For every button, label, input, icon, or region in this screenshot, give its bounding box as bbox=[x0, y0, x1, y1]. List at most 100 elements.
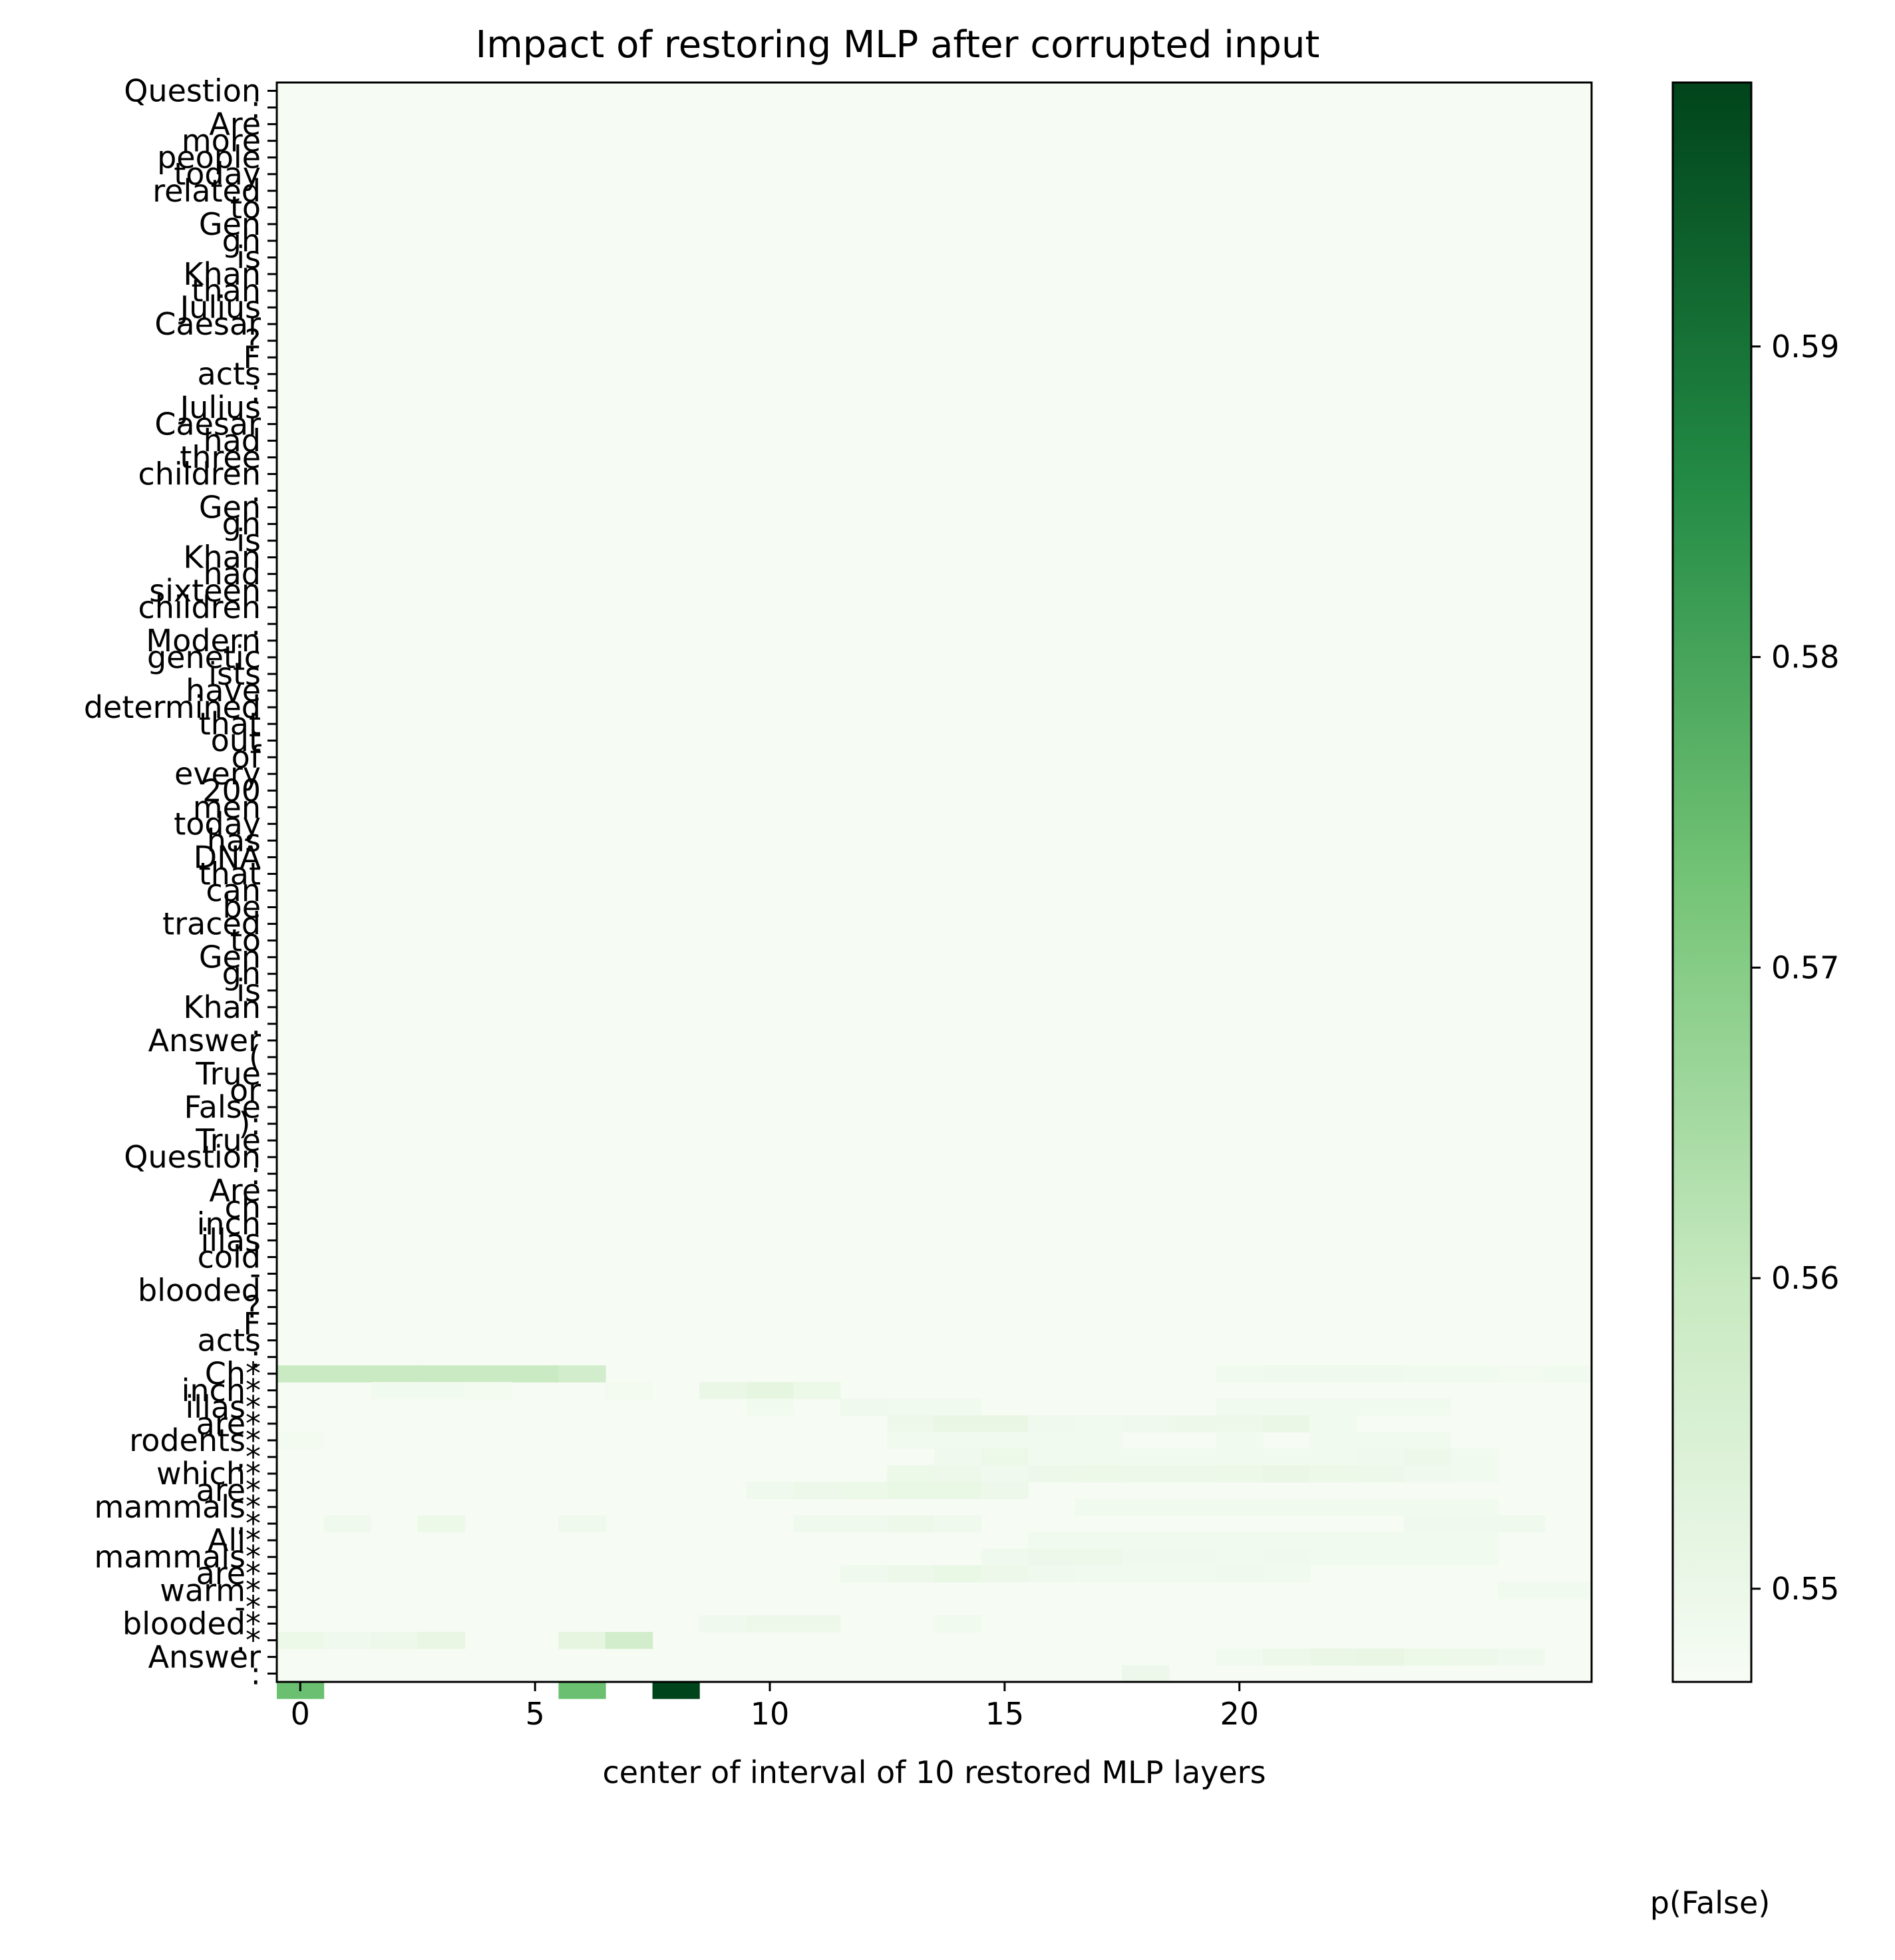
heatmap-cell bbox=[1309, 1365, 1357, 1383]
heatmap-cell bbox=[1357, 1448, 1405, 1466]
heatmap-cell bbox=[371, 1631, 419, 1649]
colorbar-tick-label: 0.55 bbox=[1771, 1571, 1839, 1607]
heatmap-cell bbox=[934, 1415, 982, 1432]
y-tick-label: Gen bbox=[199, 939, 261, 975]
y-tick-label: : bbox=[251, 1339, 261, 1375]
heatmap-cell bbox=[1122, 1665, 1170, 1683]
y-tick-label: - bbox=[250, 1255, 261, 1291]
heatmap-cell bbox=[1216, 1448, 1264, 1466]
y-tick-label: people bbox=[157, 140, 261, 176]
heatmap-cell bbox=[699, 1615, 747, 1633]
colorbar-label: p(False) bbox=[1650, 1885, 1771, 1921]
heatmap-cell bbox=[1075, 1432, 1122, 1450]
y-tick-label: cold bbox=[198, 1239, 261, 1275]
y-tick-label: Answer bbox=[148, 1023, 261, 1059]
y-tick-label: today bbox=[174, 806, 261, 842]
heatmap-cell bbox=[1451, 1515, 1498, 1533]
y-tick-label: Answer bbox=[148, 1639, 261, 1675]
heatmap-cell bbox=[1168, 1415, 1217, 1432]
heatmap-cell bbox=[605, 1631, 653, 1649]
y-tick-label: F bbox=[244, 339, 261, 375]
y-tick-label: Julius bbox=[178, 389, 261, 425]
heatmap-cell bbox=[1122, 1415, 1170, 1432]
heatmap-cell bbox=[746, 1482, 794, 1500]
y-tick-label: Caesar bbox=[154, 406, 261, 442]
heatmap-cell bbox=[1263, 1565, 1311, 1583]
heatmap-cell bbox=[1309, 1498, 1357, 1516]
heatmap-cell bbox=[1216, 1532, 1264, 1550]
heatmap-cell bbox=[840, 1565, 888, 1583]
heatmap-cell bbox=[1357, 1498, 1405, 1516]
heatmap-cell bbox=[934, 1398, 982, 1416]
heatmap-cell bbox=[793, 1382, 841, 1399]
y-tick-label: ists bbox=[208, 656, 261, 692]
heatmap-cell bbox=[1357, 1532, 1405, 1550]
heatmap-cell bbox=[793, 1615, 841, 1633]
y-tick-label: All* bbox=[208, 1522, 261, 1558]
heatmap-cell bbox=[981, 1482, 1029, 1500]
heatmap-cell bbox=[1309, 1465, 1357, 1483]
heatmap-cell bbox=[746, 1615, 794, 1633]
y-axis: Question:AremorepeopletodayrelatedtoGeng… bbox=[84, 73, 277, 1691]
heatmap-cell bbox=[1216, 1398, 1264, 1416]
y-tick-label: men bbox=[193, 789, 261, 825]
y-tick-label: 200 bbox=[202, 772, 261, 808]
heatmap-cell bbox=[1122, 1465, 1170, 1483]
heatmap-cell bbox=[981, 1548, 1029, 1566]
heatmap-cell bbox=[464, 1382, 512, 1399]
heatmap-cell bbox=[652, 1682, 700, 1699]
y-tick-label: is bbox=[236, 973, 261, 1009]
heatmap-cell bbox=[1168, 1498, 1217, 1516]
y-tick-label: mammals* bbox=[94, 1489, 261, 1525]
heatmap-cell bbox=[417, 1382, 465, 1399]
heatmap-cell bbox=[1122, 1548, 1170, 1566]
heatmap-cell bbox=[934, 1482, 982, 1500]
heatmap-cell bbox=[1028, 1548, 1076, 1566]
heatmap-cell bbox=[793, 1515, 841, 1533]
heatmap-cell bbox=[1028, 1465, 1076, 1483]
heatmap-cell bbox=[417, 1631, 465, 1649]
y-tick-label: Question bbox=[124, 1139, 261, 1175]
y-tick-label: blooded bbox=[138, 1273, 261, 1309]
heatmap-cell bbox=[1075, 1448, 1122, 1466]
heatmap-cell bbox=[1216, 1565, 1264, 1583]
heatmap-cell bbox=[887, 1482, 935, 1500]
y-tick-label: F bbox=[244, 1306, 261, 1342]
heatmap-cell bbox=[1403, 1515, 1451, 1533]
y-tick-label: related bbox=[152, 173, 261, 209]
y-tick-label: : bbox=[251, 90, 261, 126]
heatmap-cell bbox=[1216, 1548, 1264, 1566]
y-tick-label: out bbox=[211, 723, 261, 758]
y-tick-label: children bbox=[138, 456, 261, 492]
heatmap-cell bbox=[1451, 1498, 1498, 1516]
heatmap-cell bbox=[981, 1432, 1029, 1450]
heatmap-cell bbox=[417, 1515, 465, 1533]
heatmap-cell bbox=[1075, 1532, 1122, 1550]
heatmap-cell bbox=[558, 1365, 606, 1383]
heatmap-cell bbox=[887, 1398, 935, 1416]
heatmap-cell bbox=[1075, 1498, 1122, 1516]
y-tick-label: ,* bbox=[236, 1439, 261, 1475]
heatmap-cell bbox=[1216, 1648, 1264, 1666]
y-tick-label: inch* bbox=[182, 1373, 261, 1408]
heatmap-cell bbox=[1028, 1432, 1076, 1450]
y-tick-label: False bbox=[184, 1089, 261, 1125]
heatmap-cell bbox=[1075, 1415, 1122, 1432]
y-tick-label: . bbox=[251, 1006, 261, 1042]
y-tick-label: illas bbox=[201, 1222, 261, 1258]
y-tick-label: had bbox=[203, 556, 261, 592]
heatmap-cell bbox=[1403, 1465, 1451, 1483]
heatmap-cell bbox=[887, 1415, 935, 1432]
y-tick-label: three bbox=[180, 439, 261, 475]
chart-title: Impact of restoring MLP after corrupted … bbox=[476, 23, 1320, 67]
heatmap-cell bbox=[1309, 1548, 1357, 1566]
colorbar-tick-label: 0.56 bbox=[1771, 1260, 1839, 1296]
y-tick-label: Ch* bbox=[205, 1356, 261, 1392]
heatmap-cell bbox=[1309, 1532, 1357, 1550]
y-tick-label: acts bbox=[198, 356, 261, 392]
heatmap-cell bbox=[558, 1631, 606, 1649]
y-tick-label: more bbox=[182, 123, 261, 159]
heatmap-cell bbox=[981, 1465, 1029, 1483]
heatmap-cell bbox=[1403, 1648, 1451, 1666]
